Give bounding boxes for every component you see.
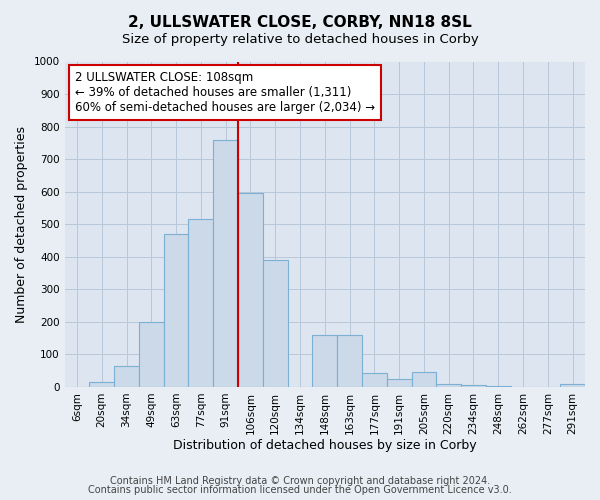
- Text: 2, ULLSWATER CLOSE, CORBY, NN18 8SL: 2, ULLSWATER CLOSE, CORBY, NN18 8SL: [128, 15, 472, 30]
- Text: Contains public sector information licensed under the Open Government Licence v3: Contains public sector information licen…: [88, 485, 512, 495]
- X-axis label: Distribution of detached houses by size in Corby: Distribution of detached houses by size …: [173, 440, 476, 452]
- Bar: [213, 140, 238, 387]
- Bar: [560, 384, 585, 387]
- Bar: [387, 379, 412, 387]
- Bar: [461, 386, 486, 387]
- Bar: [188, 220, 213, 387]
- Text: Contains HM Land Registry data © Crown copyright and database right 2024.: Contains HM Land Registry data © Crown c…: [110, 476, 490, 486]
- Bar: [337, 335, 362, 387]
- Bar: [486, 386, 511, 387]
- Bar: [436, 384, 461, 387]
- Bar: [263, 260, 287, 387]
- Bar: [362, 374, 387, 387]
- Bar: [238, 194, 263, 387]
- Bar: [313, 335, 337, 387]
- Bar: [114, 366, 139, 387]
- Text: Size of property relative to detached houses in Corby: Size of property relative to detached ho…: [122, 32, 478, 46]
- Bar: [164, 234, 188, 387]
- Bar: [139, 322, 164, 387]
- Bar: [412, 372, 436, 387]
- Bar: [89, 382, 114, 387]
- Y-axis label: Number of detached properties: Number of detached properties: [15, 126, 28, 322]
- Text: 2 ULLSWATER CLOSE: 108sqm
← 39% of detached houses are smaller (1,311)
60% of se: 2 ULLSWATER CLOSE: 108sqm ← 39% of detac…: [75, 72, 375, 114]
